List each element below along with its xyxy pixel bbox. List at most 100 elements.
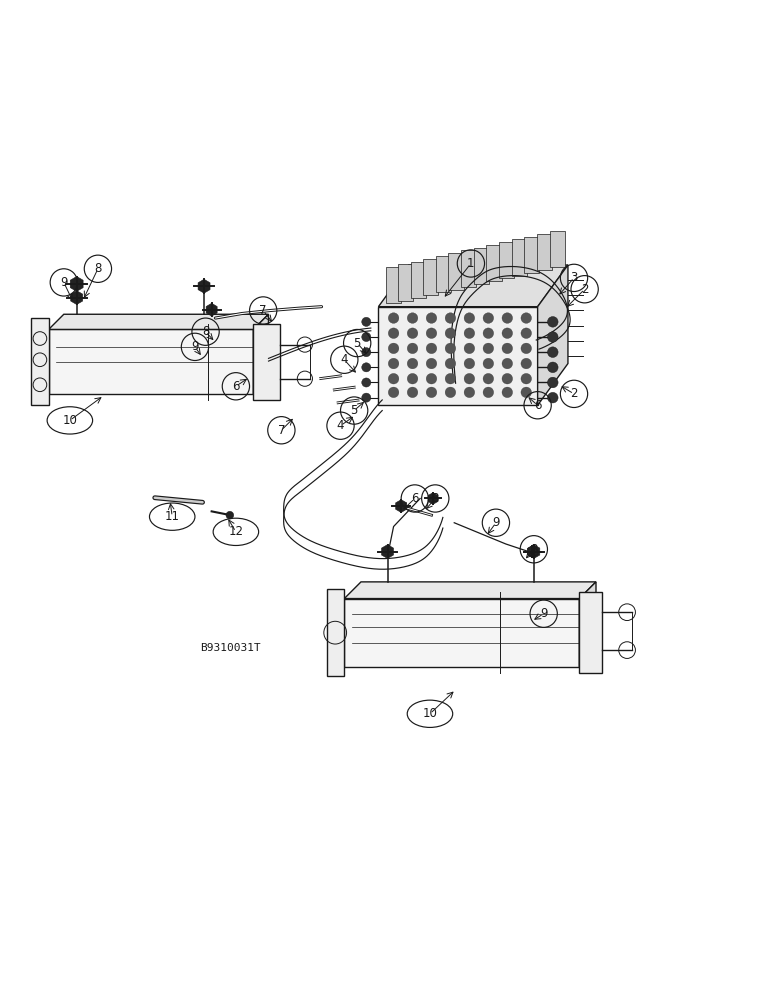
Circle shape xyxy=(388,373,399,384)
Polygon shape xyxy=(381,545,394,558)
Circle shape xyxy=(483,387,493,398)
Text: 8: 8 xyxy=(530,543,537,556)
Text: 6: 6 xyxy=(232,380,239,393)
Circle shape xyxy=(464,358,475,369)
Circle shape xyxy=(407,343,418,354)
Circle shape xyxy=(226,511,234,519)
Circle shape xyxy=(407,373,418,384)
Polygon shape xyxy=(395,500,407,512)
Polygon shape xyxy=(423,259,438,295)
Polygon shape xyxy=(449,253,464,290)
Text: 7: 7 xyxy=(278,424,285,437)
Polygon shape xyxy=(327,589,344,676)
Circle shape xyxy=(547,347,558,357)
Polygon shape xyxy=(528,545,540,558)
Polygon shape xyxy=(537,265,568,405)
Text: 2: 2 xyxy=(571,387,577,400)
Circle shape xyxy=(388,313,399,323)
Text: 9: 9 xyxy=(60,276,68,289)
Text: 10: 10 xyxy=(63,414,77,427)
Circle shape xyxy=(547,332,558,342)
Circle shape xyxy=(502,313,513,323)
Circle shape xyxy=(388,387,399,398)
Circle shape xyxy=(547,362,558,373)
Text: 1: 1 xyxy=(467,257,475,270)
Circle shape xyxy=(464,328,475,339)
Text: 5: 5 xyxy=(354,337,361,350)
Polygon shape xyxy=(70,277,83,291)
Polygon shape xyxy=(344,582,596,599)
Circle shape xyxy=(464,387,475,398)
Circle shape xyxy=(388,358,399,369)
Circle shape xyxy=(445,313,455,323)
Circle shape xyxy=(407,328,418,339)
Circle shape xyxy=(502,328,513,339)
Text: 8: 8 xyxy=(432,492,439,505)
Text: 2: 2 xyxy=(581,283,588,296)
Circle shape xyxy=(483,358,493,369)
Text: 4: 4 xyxy=(340,353,348,366)
Polygon shape xyxy=(486,245,502,281)
Text: 4: 4 xyxy=(337,419,344,432)
Polygon shape xyxy=(499,242,514,278)
Circle shape xyxy=(362,378,371,387)
Text: 5: 5 xyxy=(350,404,358,417)
Text: 6: 6 xyxy=(411,492,418,505)
Circle shape xyxy=(502,358,513,369)
Polygon shape xyxy=(49,314,269,329)
Circle shape xyxy=(521,328,532,339)
Polygon shape xyxy=(378,307,537,405)
Polygon shape xyxy=(527,546,537,557)
Circle shape xyxy=(521,373,532,384)
Circle shape xyxy=(445,328,455,339)
Circle shape xyxy=(547,377,558,388)
Circle shape xyxy=(388,343,399,354)
Circle shape xyxy=(388,328,399,339)
Circle shape xyxy=(362,363,371,372)
Text: 9: 9 xyxy=(191,340,198,353)
Polygon shape xyxy=(206,303,217,316)
Circle shape xyxy=(426,343,437,354)
Polygon shape xyxy=(428,493,438,504)
Circle shape xyxy=(464,343,475,354)
Polygon shape xyxy=(31,318,49,405)
Circle shape xyxy=(362,317,371,326)
Circle shape xyxy=(483,313,493,323)
Text: 10: 10 xyxy=(422,707,438,720)
Circle shape xyxy=(445,387,455,398)
Polygon shape xyxy=(579,592,602,673)
Text: B9310031T: B9310031T xyxy=(200,643,261,653)
Circle shape xyxy=(464,373,475,384)
Polygon shape xyxy=(411,262,425,298)
Polygon shape xyxy=(71,291,83,304)
Text: 9: 9 xyxy=(493,516,499,529)
Circle shape xyxy=(362,348,371,357)
Circle shape xyxy=(445,358,455,369)
Circle shape xyxy=(464,313,475,323)
Text: 11: 11 xyxy=(164,510,180,523)
Circle shape xyxy=(502,373,513,384)
Polygon shape xyxy=(461,250,476,287)
Polygon shape xyxy=(474,248,489,284)
Polygon shape xyxy=(386,267,401,303)
Text: 9: 9 xyxy=(540,607,547,620)
Polygon shape xyxy=(579,582,596,667)
Circle shape xyxy=(502,387,513,398)
Polygon shape xyxy=(344,599,579,667)
Circle shape xyxy=(426,358,437,369)
Circle shape xyxy=(426,373,437,384)
Polygon shape xyxy=(550,231,564,267)
Circle shape xyxy=(521,343,532,354)
Polygon shape xyxy=(49,329,253,394)
Circle shape xyxy=(547,317,558,327)
Text: 3: 3 xyxy=(571,271,577,284)
Circle shape xyxy=(407,313,418,323)
Circle shape xyxy=(362,393,371,402)
Polygon shape xyxy=(436,256,451,292)
Polygon shape xyxy=(253,324,280,400)
Circle shape xyxy=(521,358,532,369)
Text: 12: 12 xyxy=(229,525,243,538)
Polygon shape xyxy=(198,279,210,293)
Circle shape xyxy=(445,343,455,354)
Text: 7: 7 xyxy=(259,304,267,317)
